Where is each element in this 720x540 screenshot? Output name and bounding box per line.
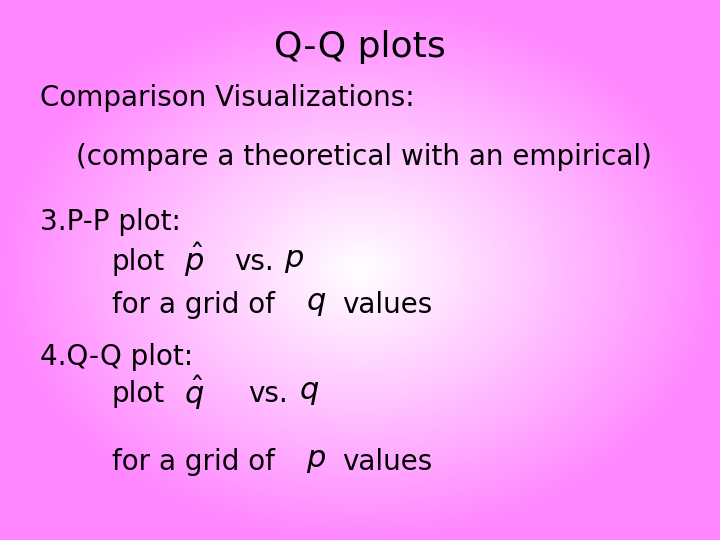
Text: vs.: vs. [234,248,274,276]
Text: $\hat{p}$: $\hat{p}$ [184,241,204,279]
Text: plot: plot [112,380,165,408]
Text: $q$: $q$ [299,378,319,407]
Text: $p$: $p$ [284,246,305,275]
Text: (compare a theoretical with an empirical): (compare a theoretical with an empirical… [76,143,652,171]
Text: Comparison Visualizations:: Comparison Visualizations: [40,84,414,112]
Text: $q$: $q$ [306,289,326,318]
Text: $p$: $p$ [306,446,326,475]
Text: values: values [342,448,432,476]
Text: for a grid of: for a grid of [112,448,274,476]
Text: Q-Q plots: Q-Q plots [274,30,446,64]
Text: plot: plot [112,248,165,276]
Text: $\hat{q}$: $\hat{q}$ [184,374,204,411]
Text: for a grid of: for a grid of [112,291,274,319]
Text: 4.Q-Q plot:: 4.Q-Q plot: [40,343,193,371]
Text: vs.: vs. [248,380,288,408]
Text: values: values [342,291,432,319]
Text: 3.P-P plot:: 3.P-P plot: [40,208,181,236]
